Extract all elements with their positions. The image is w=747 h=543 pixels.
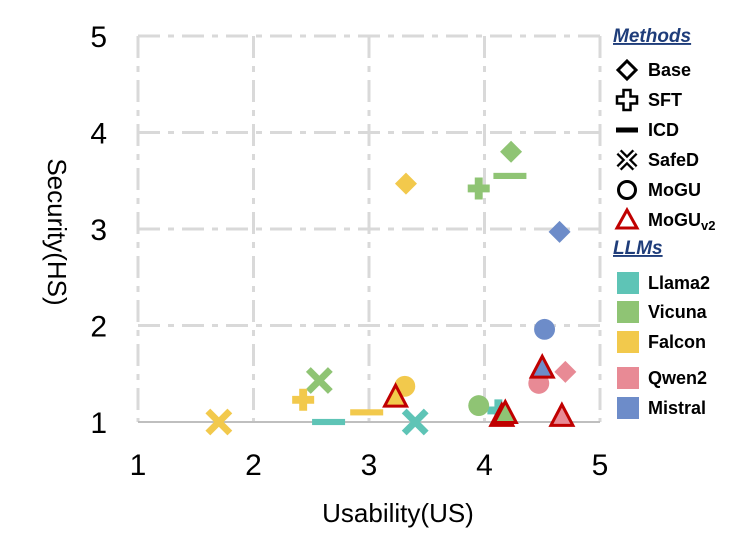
point-llama2-safed (401, 408, 429, 436)
y-tick-label: 5 (90, 21, 107, 54)
legend-llm-label: Falcon (648, 332, 706, 352)
x-tick-label: 2 (245, 449, 262, 482)
legend-llm-label: Llama2 (648, 273, 710, 293)
legend-method-label-main: MoGU (648, 210, 701, 230)
legend-sft-icon (615, 88, 639, 112)
legend-method-label: MoGU (648, 180, 701, 200)
legend-method-label-sub: v2 (701, 218, 715, 233)
y-tick-label: 2 (90, 311, 107, 344)
point-falcon-safed (205, 408, 233, 436)
point-mistral-mogu (534, 318, 556, 340)
legend-safed-icon-inner (618, 151, 636, 169)
legend-vicuna-swatch (617, 301, 639, 323)
legend-llm-label: Qwen2 (648, 368, 707, 388)
x-axis-label: Usability(US) (322, 498, 474, 528)
legend-falcon-swatch (617, 331, 639, 353)
legend-mogu-icon (617, 180, 637, 200)
point-mistral-base (548, 220, 571, 243)
point-falcon-moguv2 (382, 382, 410, 408)
legend-llama2-swatch (617, 272, 639, 294)
legend-qwen2-swatch (617, 367, 639, 389)
y-tick-labels: 1 2 3 4 5 (90, 21, 107, 440)
point-mistral-moguv2 (528, 353, 556, 379)
point-qwen2-moguv2 (548, 401, 576, 427)
legend-method-label: ICD (648, 120, 679, 140)
x-tick-label: 4 (476, 449, 493, 482)
y-tick-label: 4 (90, 118, 107, 151)
point-vicuna-mogu (468, 395, 490, 417)
point-vicuna-moguv2 (491, 398, 519, 425)
legend-llms: Llama2 Vicuna Falcon Qwen2 Mistral (648, 273, 710, 418)
legend-method-label: SFT (648, 90, 682, 110)
legend-method-label: MoGUv2 (648, 210, 715, 233)
data-points (205, 140, 577, 436)
legend-icd-icon (616, 127, 638, 133)
legend-llms-title: LLMs (613, 238, 663, 259)
legend-moguv2-icon (614, 206, 640, 230)
point-qwen2-base (554, 360, 577, 383)
legend-markers (614, 58, 640, 419)
legend-base-icon (615, 58, 639, 82)
legend-llm-label: Mistral (648, 398, 706, 418)
y-tick-label: 3 (90, 214, 107, 247)
legend-mistral-swatch (617, 397, 639, 419)
point-vicuna-icd (493, 172, 527, 180)
point-falcon-sft (292, 388, 315, 411)
legend-method-label: SafeD (648, 150, 699, 170)
legend: Methods Base SFT ICD SafeD MoGU MoGUv2 L… (613, 26, 715, 419)
point-falcon-base (394, 172, 417, 195)
legend-method-label: Base (648, 60, 691, 80)
y-axis-label: Security(HS) (42, 158, 72, 305)
point-llama2-icd (312, 418, 346, 426)
x-tick-label: 5 (592, 449, 609, 482)
legend-llm-label: Vicuna (648, 302, 708, 322)
point-vicuna-safed (305, 367, 333, 394)
grid-lines (136, 34, 602, 423)
x-tick-label: 3 (361, 449, 378, 482)
x-tick-labels: 1 2 3 4 5 (130, 449, 609, 482)
legend-methods-title: Methods (613, 26, 691, 47)
x-tick-label: 1 (130, 449, 147, 482)
point-falcon-icd (350, 409, 384, 416)
point-vicuna-base (500, 140, 523, 163)
point-vicuna-sft (467, 177, 490, 200)
legend-methods: Base SFT ICD SafeD MoGU MoGUv2 (648, 60, 715, 233)
y-tick-label: 1 (90, 407, 107, 440)
